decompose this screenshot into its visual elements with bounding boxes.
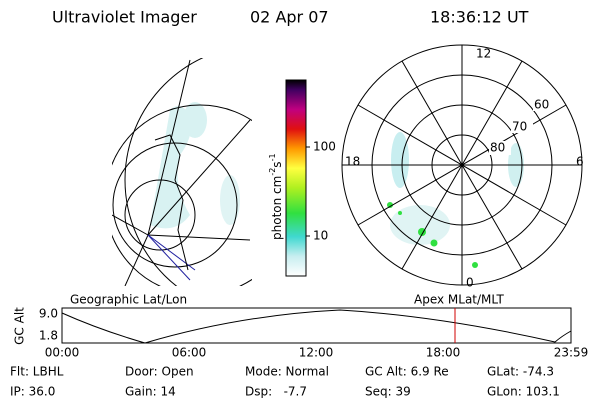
mlt-label: 12: [476, 47, 491, 61]
y-label: 9.0: [39, 307, 58, 321]
y-label: 1.8: [39, 329, 58, 343]
status-field: GLat: -74.3: [487, 365, 554, 379]
colorbar-label: photon cm-2s-1: [268, 153, 284, 240]
colorbar-tick: 100: [313, 140, 336, 154]
unit: photon cm: [270, 176, 284, 240]
lat-label: 60: [534, 98, 549, 112]
status-field: GC Alt: 6.9 Re: [365, 365, 449, 379]
instrument: Ultraviolet Imager: [52, 8, 197, 27]
status-field: Door: Open: [125, 365, 194, 379]
status-field: Gain: 14: [125, 385, 176, 399]
colorbar-tick: 10: [313, 229, 328, 243]
time-label: 23:59: [554, 346, 589, 360]
unit: s: [270, 161, 284, 167]
status-field: Dsp: -7.7: [245, 385, 307, 399]
time-label: 18:00: [426, 346, 461, 360]
mlt-label: 18: [345, 155, 360, 169]
panel-title: Apex MLat/MLT: [414, 293, 504, 307]
status-field: Flt: LBHL: [10, 365, 64, 379]
colorbar: [285, 79, 307, 277]
time-label: 06:00: [172, 346, 207, 360]
exponent: -2: [268, 168, 277, 176]
status-field: GLon: 103.1: [487, 385, 560, 399]
footer: Flt: LBHL Door: Open Mode: Normal GC Alt: 6…: [10, 365, 560, 399]
mlt-label: 6: [576, 155, 584, 169]
lat-label: 70: [512, 120, 527, 134]
polar-plot: [341, 44, 583, 286]
exponent: -1: [268, 153, 277, 161]
status-field: Mode: Normal: [245, 365, 329, 379]
time: 18:36:12 UT: [430, 8, 529, 27]
time-label: 12:00: [299, 346, 334, 360]
status-field: Seq: 39: [365, 385, 411, 399]
time-label: 00:00: [45, 346, 80, 360]
altitude-panel: [61, 307, 572, 344]
panel-title: Geographic Lat/Lon: [70, 293, 187, 307]
date: 02 Apr 07: [250, 8, 329, 27]
mlt-label: 0: [466, 276, 474, 290]
lat-label: 80: [490, 141, 505, 155]
axis-label: GC Alt: [13, 307, 27, 345]
status-field: IP: 36.0: [10, 385, 55, 399]
geographic-map: [112, 58, 252, 286]
altitude-curve: [61, 309, 572, 344]
